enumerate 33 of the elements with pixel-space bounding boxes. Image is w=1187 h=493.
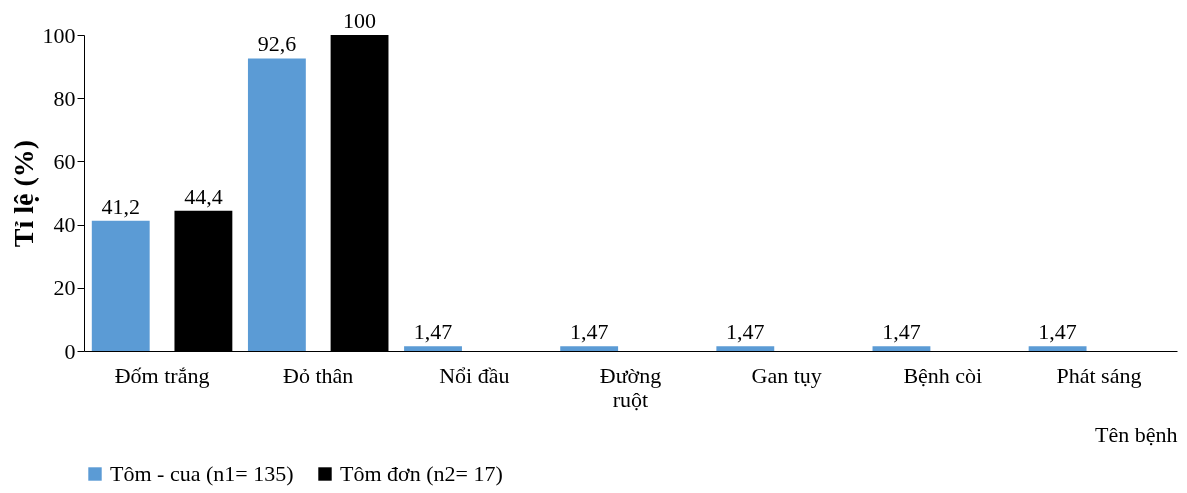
y-tick-label: 40 bbox=[53, 212, 76, 238]
x-tick-label: Đỏ thân bbox=[283, 362, 354, 388]
bar bbox=[1028, 346, 1087, 351]
data-label: 1,47 bbox=[569, 319, 609, 345]
x-axis-title: Tên bệnh bbox=[1095, 421, 1178, 447]
x-tick-label: Bệnh còi bbox=[903, 362, 983, 388]
legend-label: Tôm đơn (n2= 17) bbox=[340, 461, 503, 486]
bar bbox=[872, 346, 931, 351]
y-tick-label: 60 bbox=[53, 148, 76, 174]
y-tick-label: 0 bbox=[64, 338, 76, 364]
x-tick-label: Đốm trắng bbox=[114, 362, 210, 388]
bar bbox=[247, 58, 306, 351]
x-tick-label: Phát sáng bbox=[1056, 362, 1142, 388]
data-label: 1,47 bbox=[1038, 319, 1077, 345]
bar bbox=[560, 346, 619, 351]
data-label: 1,47 bbox=[726, 319, 765, 345]
bar bbox=[91, 220, 150, 351]
y-tick-label: 20 bbox=[53, 275, 76, 301]
y-tick-label: 80 bbox=[53, 85, 76, 111]
x-tick-label: Gan tụy bbox=[751, 362, 822, 388]
bar bbox=[716, 346, 775, 351]
y-tick-label: 100 bbox=[42, 22, 76, 48]
y-axis-title: Tỉ lệ (%) bbox=[7, 139, 39, 248]
x-tick-label: Nổi đầu bbox=[439, 362, 510, 388]
bar bbox=[404, 346, 462, 351]
x-tick-label: Đường ruột bbox=[599, 362, 662, 412]
data-label: 92,6 bbox=[257, 31, 297, 57]
data-label: 1,47 bbox=[882, 319, 921, 345]
data-label: 41,2 bbox=[101, 193, 140, 219]
legend-label: Tôm - cua (n1= 135) bbox=[110, 461, 294, 486]
data-label: 100 bbox=[343, 8, 377, 33]
data-label: 1,47 bbox=[413, 319, 453, 345]
data-label: 44,4 bbox=[184, 183, 223, 209]
